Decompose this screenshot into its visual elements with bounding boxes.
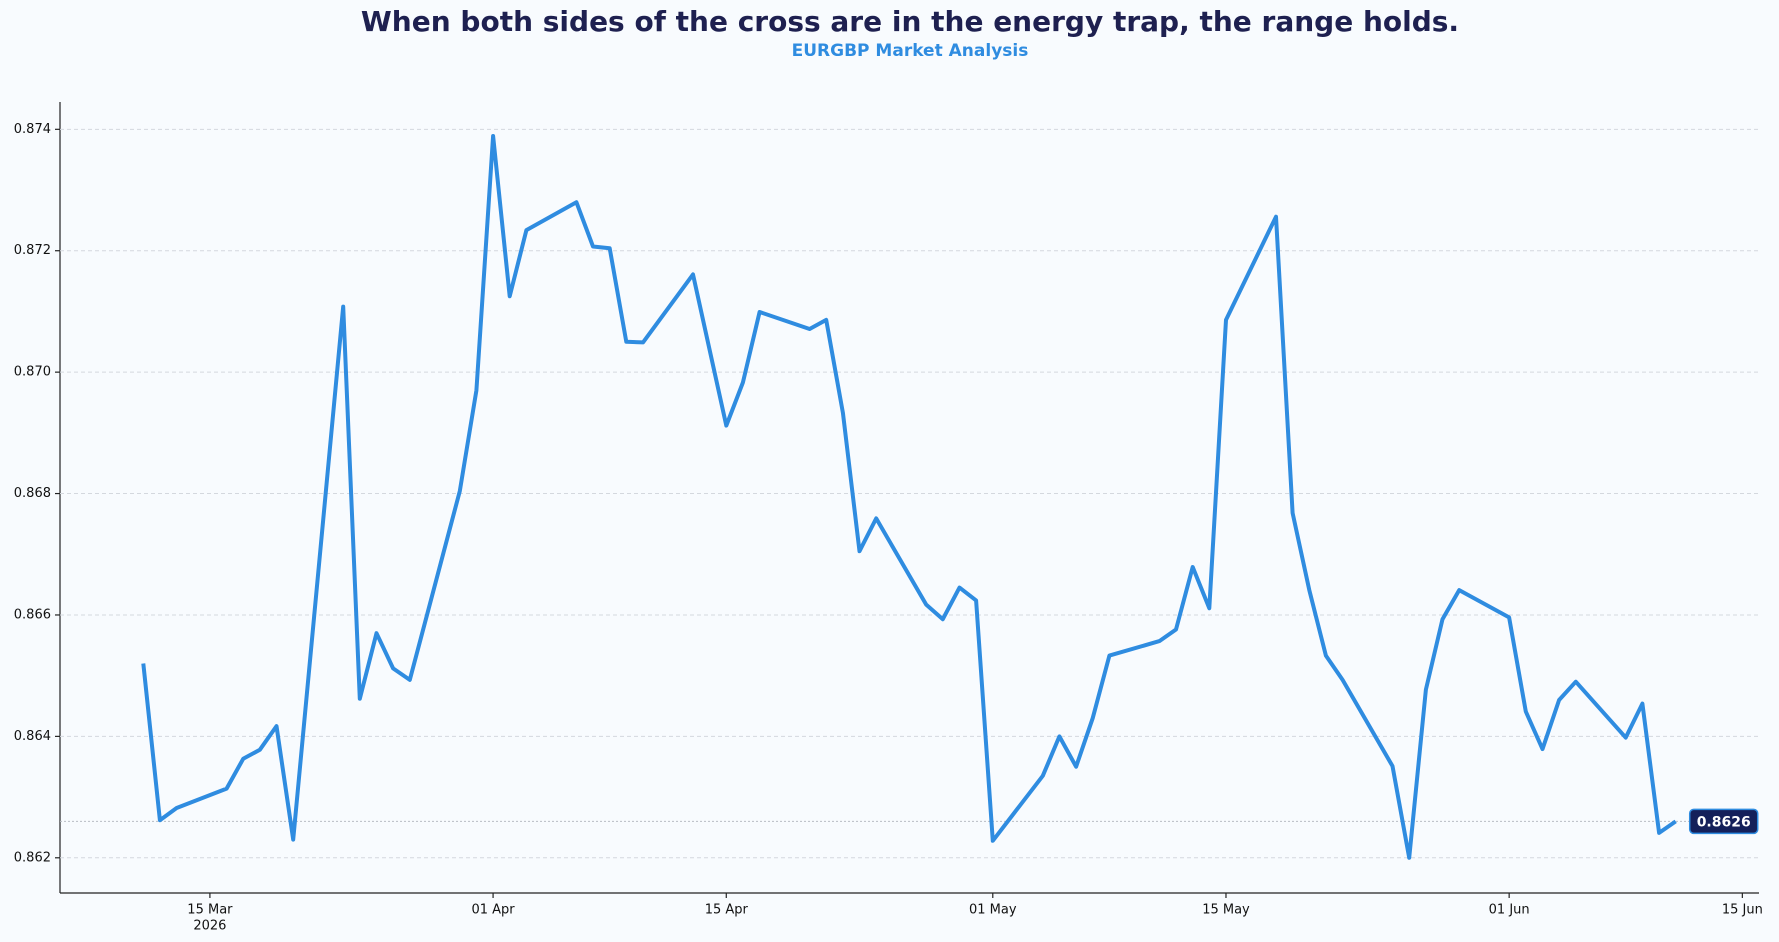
x-tick-label: 01 Apr — [471, 903, 515, 918]
x-tick-label: 15 Apr — [705, 903, 749, 918]
x-year-label: 2026 — [193, 919, 226, 934]
chart-subtitle: EURGBP Market Analysis — [792, 41, 1029, 61]
y-tick-label: 0.864 — [14, 729, 51, 744]
x-tick-label: 15 Jun — [1722, 903, 1763, 918]
x-tick-label: 01 May — [969, 903, 1017, 918]
x-tick-label: 15 Mar — [187, 903, 233, 918]
x-tick-label: 15 May — [1202, 903, 1250, 918]
chart-title: When both sides of the cross are in the … — [361, 5, 1459, 38]
last-value-label: 0.8626 — [1697, 814, 1751, 830]
y-tick-label: 0.870 — [14, 365, 51, 380]
y-tick-label: 0.866 — [14, 607, 51, 622]
y-tick-label: 0.874 — [14, 122, 51, 137]
x-tick-label: 01 Jun — [1489, 903, 1530, 918]
price-line — [141, 134, 1677, 860]
y-tick-label: 0.868 — [14, 486, 51, 501]
last-value-badge — [1688, 808, 1759, 835]
y-tick-label: 0.872 — [14, 243, 51, 258]
y-tick-label: 0.862 — [14, 850, 51, 865]
